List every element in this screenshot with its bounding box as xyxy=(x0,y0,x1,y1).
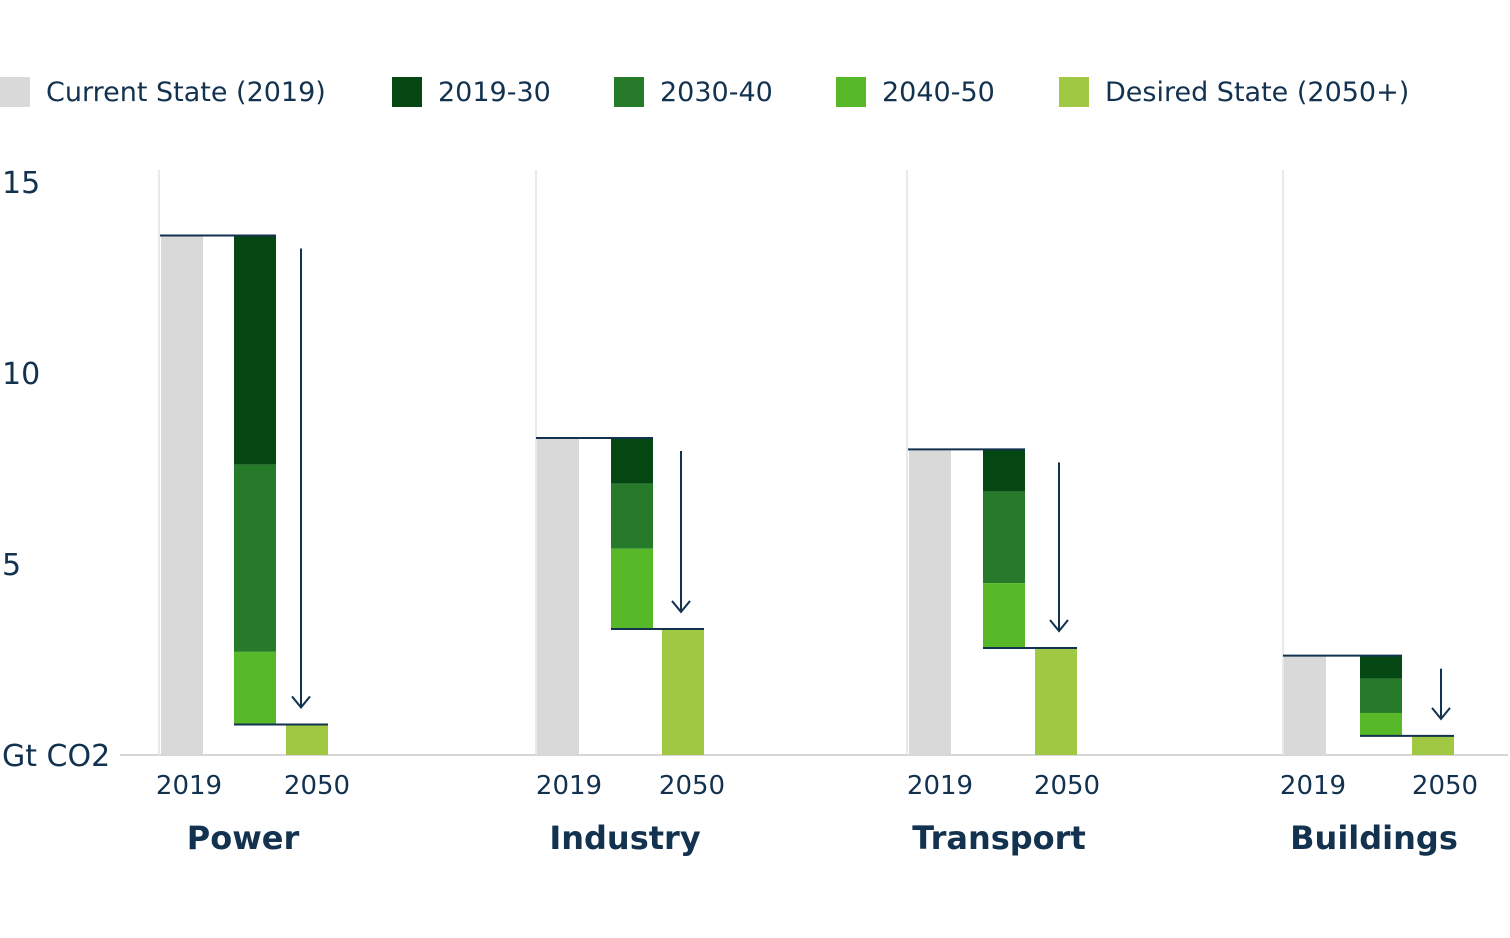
bar-reduction-2030-40 xyxy=(234,464,276,652)
legend-item: 2030-40 xyxy=(614,76,773,108)
connector-layer xyxy=(160,234,1454,737)
legend-swatch xyxy=(614,77,644,107)
bar-reduction-2019-30 xyxy=(611,437,653,484)
bar-reduction-2030-40 xyxy=(983,491,1025,584)
bar-reduction-2019-30 xyxy=(234,235,276,465)
sector-label: Transport xyxy=(912,819,1085,857)
bar-reduction-2019-30 xyxy=(983,449,1025,492)
bar-reduction-2030-40 xyxy=(1360,678,1402,713)
y-tick-label: 10 xyxy=(2,357,40,392)
legend-label: Current State (2019) xyxy=(46,76,326,108)
down-arrow-head xyxy=(291,695,311,710)
y-tick-label: 5 xyxy=(2,548,21,583)
bar-desired-2050 xyxy=(286,724,328,755)
text-layer: 15 10 5 Gt CO2 2019 2050 Power 2019 2050 Industry… xyxy=(2,166,1478,857)
down-arrow-head xyxy=(1431,707,1451,721)
bar-current-2019 xyxy=(1284,655,1326,755)
bar-reduction-2040-50 xyxy=(611,548,653,629)
bars-layer xyxy=(161,235,1454,756)
legend-swatch xyxy=(392,77,422,107)
legend-label: 2040-50 xyxy=(882,76,995,108)
x-year-label: 2050 xyxy=(1412,771,1478,801)
chart-legend: Current State (2019) 2019-30 2030-40 2040-5… xyxy=(0,70,1510,114)
bar-current-2019 xyxy=(909,449,951,755)
sector-label: Power xyxy=(187,819,300,857)
bar-reduction-2040-50 xyxy=(234,651,276,725)
legend-item: 2019-30 xyxy=(392,76,551,108)
y-tick-label: 15 xyxy=(2,166,40,201)
down-arrow-head xyxy=(1049,619,1069,633)
x-year-label: 2019 xyxy=(536,771,602,801)
bar-reduction-2019-30 xyxy=(1360,655,1402,679)
x-year-label: 2050 xyxy=(659,771,725,801)
legend-swatch xyxy=(1059,77,1089,107)
bar-current-2019 xyxy=(537,437,579,755)
bar-desired-2050 xyxy=(662,628,704,755)
x-year-label: 2019 xyxy=(907,771,973,801)
legend-label: 2019-30 xyxy=(438,76,551,108)
x-year-label: 2050 xyxy=(1034,771,1100,801)
x-year-label: 2019 xyxy=(1280,771,1346,801)
sector-label: Industry xyxy=(549,819,701,857)
legend-swatch xyxy=(836,77,866,107)
y-axis-label: Gt CO2 xyxy=(2,739,110,774)
legend-swatch xyxy=(0,77,30,107)
down-arrow-head xyxy=(671,600,691,614)
x-year-label: 2019 xyxy=(156,771,222,801)
bar-desired-2050 xyxy=(1412,735,1454,755)
bar-reduction-2040-50 xyxy=(983,583,1025,649)
legend-label: Desired State (2050+) xyxy=(1105,76,1410,108)
bar-desired-2050 xyxy=(1035,648,1077,755)
bar-current-2019 xyxy=(161,235,203,756)
x-year-label: 2050 xyxy=(284,771,350,801)
bar-reduction-2030-40 xyxy=(611,483,653,549)
legend-item: Desired State (2050+) xyxy=(1059,76,1409,108)
legend-label: 2030-40 xyxy=(660,76,773,108)
grid-layer xyxy=(120,170,1508,756)
bar-reduction-2040-50 xyxy=(1360,712,1402,736)
sector-label: Buildings xyxy=(1290,819,1458,857)
legend-item: Current State (2019) xyxy=(0,76,326,108)
legend-item: 2040-50 xyxy=(836,76,995,108)
